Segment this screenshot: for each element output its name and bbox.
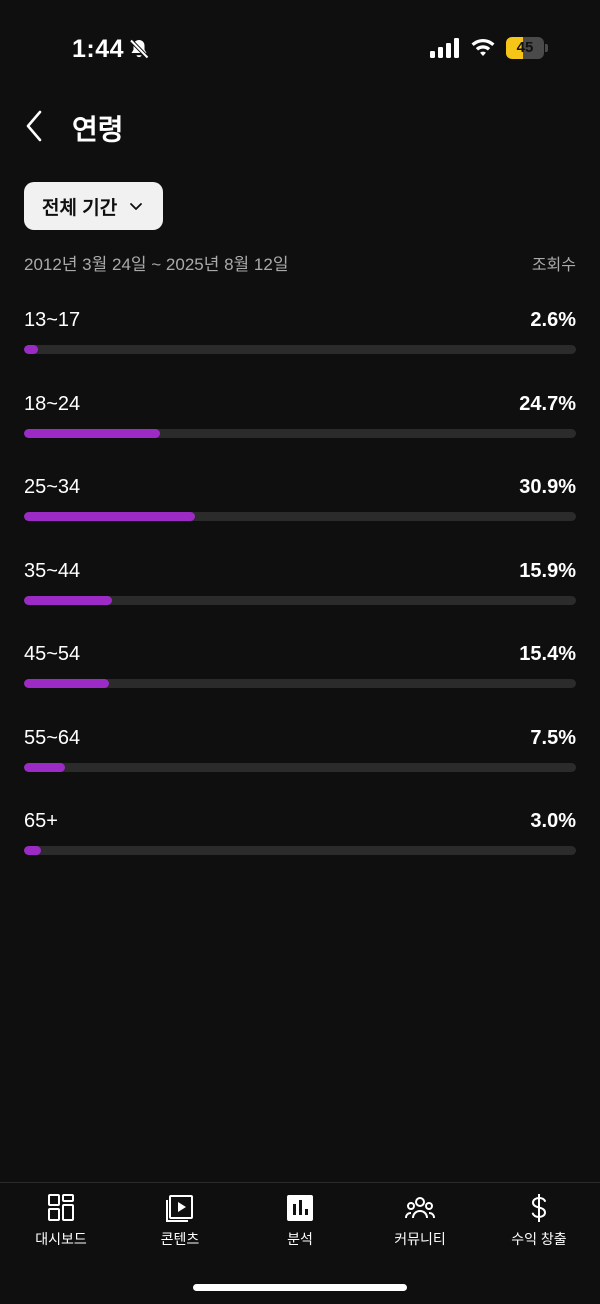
status-bar: 1:44 45 [0, 0, 600, 100]
age-group-label: 45~54 [24, 643, 81, 665]
battery-icon: 45 [506, 37, 544, 59]
dollar-icon [531, 1194, 547, 1222]
age-breakdown-list: 13~17 2.6% 18~24 24.7% 25~34 30.9% 35~44… [24, 307, 576, 892]
age-group-percentage: 30.9% [519, 476, 576, 498]
nav-label: 대시보드 [35, 1231, 87, 1247]
age-group-label: 65+ [24, 810, 58, 832]
nav-label: 수익 창출 [511, 1231, 567, 1247]
age-group-label: 18~24 [24, 392, 81, 415]
content-icon [166, 1195, 193, 1222]
wifi-icon [471, 39, 495, 56]
page-title: 연령 [72, 114, 124, 145]
home-indicator[interactable] [193, 1284, 407, 1291]
nav-item-dashboard[interactable]: 대시보드 [1, 1193, 121, 1263]
battery-cap [545, 44, 548, 52]
signal-icon [430, 38, 459, 58]
age-group-percentage: 15.4% [519, 643, 576, 665]
bar-track [24, 345, 576, 354]
bottom-nav: 대시보드 콘텐츠 분석 [0, 1182, 600, 1304]
chevron-down-icon [130, 203, 143, 210]
bar-track [24, 762, 576, 772]
age-row: 65+ 3.0% [24, 808, 576, 892]
age-group-percentage: 24.7% [519, 392, 576, 415]
bar-fill [24, 345, 39, 354]
period-dropdown[interactable]: 전체 기간 [24, 182, 163, 230]
age-row: 45~54 15.4% [24, 641, 576, 725]
nav-label: 분석 [287, 1231, 313, 1247]
age-row: 35~44 15.9% [24, 558, 576, 642]
bell-off-icon [129, 39, 149, 59]
age-group-percentage: 3.0% [530, 810, 576, 832]
bar-fill [24, 679, 109, 688]
bar-fill [24, 595, 112, 605]
age-row: 25~34 30.9% [24, 474, 576, 558]
age-row: 13~17 2.6% [24, 307, 576, 391]
bar-fill [24, 512, 195, 521]
bar-fill [24, 762, 66, 772]
bar-track [24, 595, 576, 605]
date-range: 2012년 3월 24일 ~ 2025년 8월 12일 [24, 255, 289, 274]
age-row: 18~24 24.7% [24, 391, 576, 475]
nav-label: 커뮤니티 [394, 1231, 446, 1247]
bar-fill [24, 846, 41, 855]
nav-item-monetization[interactable]: 수익 창출 [479, 1193, 599, 1263]
period-dropdown-label: 전체 기간 [42, 197, 118, 219]
back-button[interactable] [22, 106, 58, 146]
status-time: 1:44 [72, 35, 125, 63]
age-group-label: 55~64 [24, 726, 81, 749]
bar-track [24, 846, 576, 855]
community-icon [405, 1197, 435, 1219]
metric-label: 조회수 [531, 257, 576, 274]
nav-item-community[interactable]: 커뮤니티 [360, 1193, 480, 1263]
age-group-percentage: 7.5% [530, 726, 576, 749]
dashboard-icon [48, 1194, 74, 1221]
age-group-label: 35~44 [24, 559, 81, 582]
battery-level [506, 37, 524, 59]
bar-track [24, 428, 576, 438]
age-group-label: 25~34 [24, 476, 81, 498]
age-group-label: 13~17 [24, 309, 81, 331]
age-row: 55~64 7.5% [24, 725, 576, 809]
battery-percentage: 45 [516, 39, 534, 56]
bar-track [24, 679, 576, 688]
nav-item-content[interactable]: 콘텐츠 [120, 1193, 240, 1263]
age-group-percentage: 15.9% [519, 559, 576, 582]
nav-label: 콘텐츠 [160, 1231, 200, 1247]
analytics-icon [287, 1195, 313, 1221]
bar-fill [24, 428, 161, 438]
bar-track [24, 512, 576, 521]
age-group-percentage: 2.6% [530, 309, 576, 331]
nav-item-analytics[interactable]: 분석 [240, 1193, 360, 1263]
